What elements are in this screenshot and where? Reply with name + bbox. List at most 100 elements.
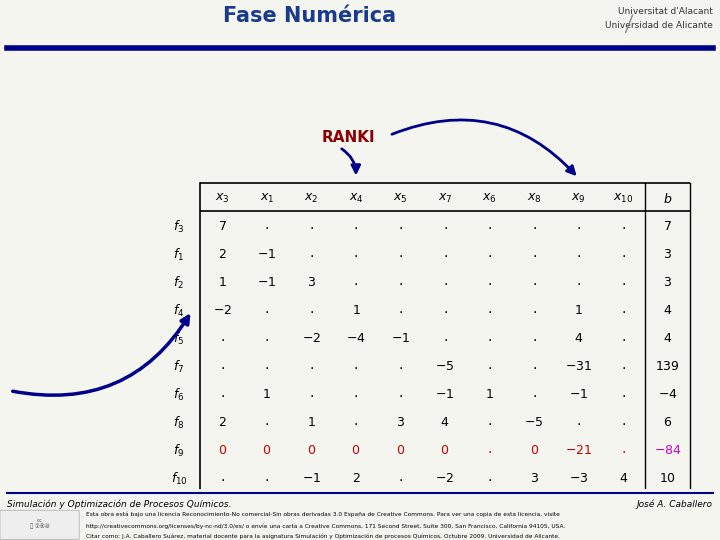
Text: $\cdot$: $\cdot$: [621, 303, 626, 318]
Text: $2$: $2$: [218, 416, 227, 429]
Text: $\cdot$: $\cdot$: [576, 248, 581, 262]
Text: $\cdot$: $\cdot$: [443, 276, 447, 289]
FancyArrowPatch shape: [13, 316, 189, 395]
Text: $\cdot$: $\cdot$: [621, 416, 626, 430]
Text: $3$: $3$: [663, 248, 672, 261]
Text: $f_4$: $f_4$: [174, 302, 185, 319]
Text: RANKI: RANKI: [321, 130, 375, 145]
Text: $\cdot$: $\cdot$: [621, 276, 626, 289]
Text: $\cdot$: $\cdot$: [354, 248, 359, 262]
Text: $\cdot$: $\cdot$: [398, 360, 403, 374]
Text: $\cdot$: $\cdot$: [531, 248, 536, 262]
Text: $0$: $0$: [351, 444, 361, 457]
Text: $-5$: $-5$: [524, 416, 544, 429]
Text: $\cdot$: $\cdot$: [443, 248, 447, 262]
Text: $\cdot$: $\cdot$: [487, 472, 492, 485]
Text: Universitat d'Alacant: Universitat d'Alacant: [618, 7, 713, 16]
Text: $\cdot$: $\cdot$: [531, 360, 536, 374]
Text: $\cdot$: $\cdot$: [531, 303, 536, 318]
Text: $f_2$: $f_2$: [174, 275, 184, 291]
Text: $x_4$: $x_4$: [348, 192, 364, 205]
Text: $b$: $b$: [663, 192, 672, 206]
Text: $-2$: $-2$: [212, 304, 232, 317]
Text: cc
ⓒ ①⑧⑩: cc ⓒ ①⑧⑩: [30, 518, 50, 529]
Text: $2$: $2$: [218, 248, 227, 261]
Text: $\cdot$: $\cdot$: [264, 472, 269, 485]
Text: $\cdot$: $\cdot$: [621, 248, 626, 262]
Text: $x_9$: $x_9$: [572, 192, 586, 205]
Text: Esta obra está bajo una licencia Reconocimiento-No comercial-Sin obras derivadas: Esta obra está bajo una licencia Reconoc…: [86, 512, 560, 517]
Text: $\cdot$: $\cdot$: [264, 332, 269, 346]
Text: $\cdot$: $\cdot$: [354, 220, 359, 234]
Text: $\cdot$: $\cdot$: [487, 220, 492, 234]
Text: $f_7$: $f_7$: [174, 359, 184, 375]
Text: $\cdot$: $\cdot$: [487, 303, 492, 318]
Text: $3$: $3$: [396, 416, 405, 429]
Text: $-3$: $-3$: [569, 472, 588, 485]
Text: $4$: $4$: [441, 416, 449, 429]
Text: $0$: $0$: [307, 444, 316, 457]
FancyArrowPatch shape: [342, 149, 360, 172]
Text: $-2$: $-2$: [302, 332, 321, 345]
Text: $1$: $1$: [485, 388, 494, 401]
Text: $7$: $7$: [218, 220, 227, 233]
Text: $\cdot$: $\cdot$: [354, 416, 359, 430]
Text: $-1$: $-1$: [569, 388, 588, 401]
Text: $f_6$: $f_6$: [174, 387, 185, 403]
Text: $\cdot$: $\cdot$: [576, 416, 581, 430]
Text: $4$: $4$: [663, 304, 672, 317]
Text: $\cdot$: $\cdot$: [398, 248, 403, 262]
Text: $\cdot$: $\cdot$: [398, 220, 403, 234]
Text: $3$: $3$: [307, 276, 316, 289]
Text: $f_3$: $f_3$: [174, 219, 184, 235]
Text: $-84$: $-84$: [654, 444, 682, 457]
Text: $10$: $10$: [660, 472, 676, 485]
Text: $\cdot$: $\cdot$: [621, 332, 626, 346]
Text: $\cdot$: $\cdot$: [220, 472, 225, 485]
Text: $x_{10}$: $x_{10}$: [613, 192, 634, 205]
Text: $1$: $1$: [307, 416, 316, 429]
Text: $\cdot$: $\cdot$: [487, 248, 492, 262]
Text: $-1$: $-1$: [302, 472, 321, 485]
Text: $139$: $139$: [655, 360, 680, 373]
Text: Universidad de Alicante: Universidad de Alicante: [605, 21, 713, 30]
Text: $1$: $1$: [263, 388, 271, 401]
Text: $\cdot$: $\cdot$: [443, 332, 447, 346]
Text: $\cdot$: $\cdot$: [621, 388, 626, 402]
Text: $x_6$: $x_6$: [482, 192, 497, 205]
Text: $\cdot$: $\cdot$: [398, 276, 403, 289]
Text: $0$: $0$: [529, 444, 539, 457]
Text: $\cdot$: $\cdot$: [443, 303, 447, 318]
Text: $-31$: $-31$: [565, 360, 593, 373]
Text: $\cdot$: $\cdot$: [354, 360, 359, 374]
Text: Simulación y Optimización de Procesos Químicos.: Simulación y Optimización de Procesos Qu…: [7, 500, 232, 509]
Text: $\cdot$: $\cdot$: [576, 276, 581, 289]
Text: $1$: $1$: [351, 304, 360, 317]
Text: $\cdot$: $\cdot$: [621, 220, 626, 234]
Text: $x_5$: $x_5$: [393, 192, 408, 205]
Text: $-1$: $-1$: [391, 332, 410, 345]
Text: $-1$: $-1$: [436, 388, 454, 401]
Text: $-4$: $-4$: [658, 388, 678, 401]
Text: $x_8$: $x_8$: [527, 192, 541, 205]
Text: $\cdot$: $\cdot$: [487, 444, 492, 458]
Text: $-1$: $-1$: [257, 276, 276, 289]
Text: $\cdot$: $\cdot$: [354, 276, 359, 289]
Text: José A. Caballero: José A. Caballero: [636, 500, 713, 509]
Text: $f_1$: $f_1$: [174, 247, 184, 263]
Text: $\cdot$: $\cdot$: [487, 276, 492, 289]
Text: $\cdot$: $\cdot$: [621, 360, 626, 374]
Text: $0$: $0$: [441, 444, 449, 457]
Text: $-21$: $-21$: [565, 444, 593, 457]
Text: $-2$: $-2$: [436, 472, 454, 485]
Text: $-5$: $-5$: [436, 360, 454, 373]
Text: $\cdot$: $\cdot$: [264, 303, 269, 318]
Text: $x_1$: $x_1$: [260, 192, 274, 205]
Text: $4$: $4$: [663, 332, 672, 345]
Text: $\cdot$: $\cdot$: [264, 360, 269, 374]
Text: $0$: $0$: [262, 444, 271, 457]
Text: $-4$: $-4$: [346, 332, 366, 345]
Text: $\cdot$: $\cdot$: [531, 332, 536, 346]
Text: $\cdot$: $\cdot$: [398, 472, 403, 485]
Text: $1$: $1$: [575, 304, 583, 317]
